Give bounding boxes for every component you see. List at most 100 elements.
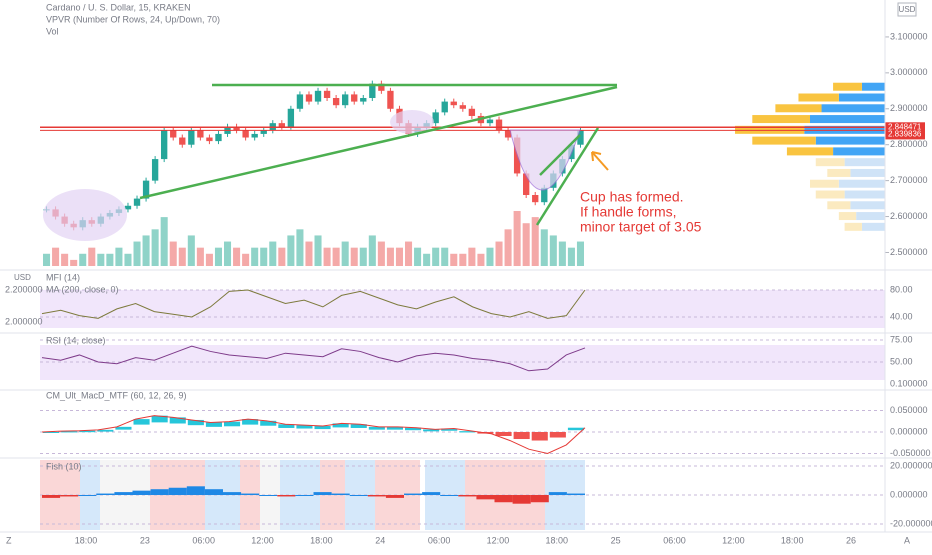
macd-hist: [368, 426, 385, 430]
candle-body: [351, 94, 358, 102]
macd-hist: [97, 429, 114, 432]
y-tick-label: 80.00: [890, 284, 913, 294]
macd-hist: [531, 432, 548, 441]
vpvr-up: [850, 168, 885, 177]
macd-hist: [441, 428, 458, 431]
y-tick-label: 2.700000: [890, 175, 928, 185]
vpvr-down: [827, 201, 851, 210]
macd-hist: [43, 432, 60, 433]
volume-bar: [368, 235, 376, 266]
volume-bar: [414, 247, 422, 266]
volume-bar: [441, 247, 449, 266]
candle-body: [387, 90, 394, 109]
volume-bar: [205, 253, 213, 266]
candle-body: [251, 133, 258, 138]
y-tick-label: 50.00: [890, 356, 913, 366]
macd-name: CM_Ult_MacD_MTF (60, 12, 26, 9): [46, 390, 187, 400]
volume-bar: [459, 253, 467, 266]
macd-hist: [115, 426, 132, 430]
volume-bar: [558, 241, 566, 266]
vpvr-down: [735, 125, 805, 134]
candle-body: [369, 83, 376, 99]
candle-body: [504, 130, 512, 138]
volume-bar: [187, 235, 195, 266]
candle-body: [170, 130, 177, 138]
macd-hist: [332, 423, 349, 428]
volume-bar: [341, 241, 349, 266]
y-tick-label: 2.900000: [890, 103, 928, 113]
volume-bar: [106, 253, 114, 266]
volume-bar: [386, 247, 394, 266]
candle-body: [332, 98, 340, 106]
volume-bar: [43, 253, 51, 266]
cup-left: [43, 189, 127, 241]
vpvr-down: [833, 82, 862, 91]
macd-hist: [495, 432, 512, 437]
volume-bar: [432, 247, 440, 266]
volume-bar: [314, 235, 322, 266]
volume-bar: [133, 241, 141, 266]
macd-hist: [133, 419, 150, 425]
mfi-currency: USD: [14, 273, 31, 282]
volume-bar: [160, 217, 168, 266]
candle-body: [541, 187, 548, 203]
macd-hist: [459, 431, 476, 433]
volume-bar: [323, 247, 331, 266]
fish-bar: [277, 495, 296, 497]
corner-left: Z: [6, 535, 12, 545]
volume-bar: [169, 241, 177, 266]
macd-hist: [513, 432, 530, 440]
fish-bar: [313, 492, 332, 495]
x-tick-label: 23: [140, 535, 150, 545]
y-tick-label: 0.000000: [890, 489, 928, 499]
fish-bar: [530, 495, 549, 503]
macd-hist: [205, 422, 222, 427]
annotation: minor target of 3.05: [580, 219, 702, 235]
fish-bar: [458, 495, 477, 497]
vpvr-down: [752, 136, 816, 145]
candle-body: [206, 137, 213, 142]
fish-name: Fish (10): [46, 461, 82, 471]
macd-hist: [296, 425, 313, 429]
vpvr-down: [786, 147, 834, 156]
x-tick-label: 25: [611, 535, 621, 545]
vpvr-up: [850, 201, 885, 210]
x-tick-label: 24: [375, 535, 385, 545]
symbol: Cardano / U. S. Dollar, 15, KRAKEN: [46, 2, 191, 12]
ma-name: MA (200, close, 0): [46, 284, 119, 294]
price-label: 2.848471: [888, 122, 922, 131]
mfi-name: MFI (14): [46, 272, 80, 282]
macd-hist: [151, 415, 168, 423]
volume-bar: [486, 247, 494, 266]
volume-bar: [576, 241, 584, 266]
vpvr-up: [838, 179, 885, 188]
handle-line-2: [539, 134, 581, 176]
y-tick-label: 0.050000: [890, 405, 928, 415]
mfi-line: [41, 289, 586, 319]
vpvr-up: [856, 212, 885, 221]
volume-bar: [178, 247, 186, 266]
volume-bar: [242, 253, 250, 266]
candle-body: [133, 198, 141, 206]
volume-bar: [214, 247, 222, 266]
x-tick-label: 12:00: [251, 535, 274, 545]
candle-body: [441, 101, 448, 113]
volume-bar: [450, 253, 458, 266]
volume-bar: [61, 253, 69, 266]
macd-hist: [314, 425, 331, 430]
candle-body: [486, 119, 494, 124]
x-tick-label: 12:00: [722, 535, 745, 545]
price-label-box: [885, 122, 925, 133]
fish-bar: [186, 486, 205, 495]
y-tick-label: 2.600000: [890, 211, 928, 221]
y-tick-label: 75.00: [890, 334, 913, 344]
vpvr-up: [861, 222, 885, 231]
volume-bar: [359, 247, 367, 266]
candle-body: [151, 159, 159, 181]
candle-body: [342, 94, 349, 106]
y-tick-label: -0.050000: [890, 448, 931, 458]
volume-bar: [549, 235, 557, 266]
handle-line: [535, 127, 600, 226]
volume-bar: [142, 235, 150, 266]
